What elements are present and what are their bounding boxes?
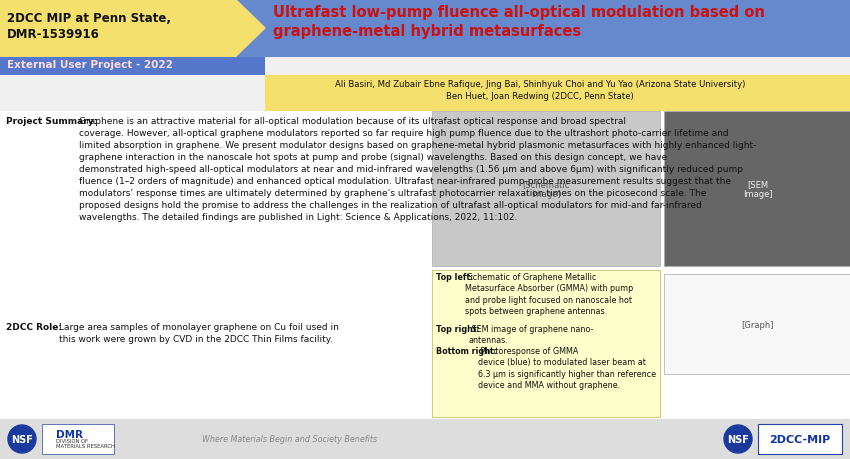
Text: 2DCC-MIP: 2DCC-MIP [769,434,830,444]
Text: NSF: NSF [727,434,749,444]
FancyBboxPatch shape [758,424,842,454]
Text: Ultrafast low-pump fluence all-optical modulation based on
graphene-metal hybrid: Ultrafast low-pump fluence all-optical m… [273,5,765,39]
FancyBboxPatch shape [664,274,850,374]
Text: Top left:: Top left: [436,272,473,281]
Text: Photoresponse of GMMA
device (blue) to modulated laser beam at
6.3 μm is signifi: Photoresponse of GMMA device (blue) to m… [478,346,656,390]
Text: [SEM
Image]: [SEM Image] [743,179,773,199]
Text: Bottom right:: Bottom right: [436,346,497,355]
FancyBboxPatch shape [42,424,114,454]
Text: [Schematic
Image]: [Schematic Image] [522,179,570,199]
Text: 2DCC MIP at Penn State,: 2DCC MIP at Penn State, [7,12,171,25]
FancyBboxPatch shape [432,270,660,417]
Text: DMR: DMR [56,429,83,439]
FancyBboxPatch shape [0,112,850,419]
Text: Schematic of Graphene Metallic
Metasurface Absorber (GMMA) with pump
and probe l: Schematic of Graphene Metallic Metasurfa… [465,272,633,316]
FancyBboxPatch shape [664,112,850,266]
Text: Graphene is an attractive material for all-optical modulation because of its ult: Graphene is an attractive material for a… [79,117,756,221]
FancyBboxPatch shape [0,58,265,76]
Circle shape [8,425,36,453]
FancyBboxPatch shape [0,419,850,459]
FancyBboxPatch shape [235,0,850,58]
Text: Where Materials Begin and Society Benefits: Where Materials Begin and Society Benefi… [202,435,377,443]
Circle shape [724,425,752,453]
Text: SEM image of graphene nano-
antennas.: SEM image of graphene nano- antennas. [469,325,593,345]
Text: External User Project - 2022: External User Project - 2022 [7,60,173,70]
Text: Project Summary:: Project Summary: [6,117,97,126]
Text: [Graph]: [Graph] [742,320,774,329]
Text: 2DCC Role:: 2DCC Role: [6,322,62,331]
Text: DIVISION OF
MATERIALS RESEARCH: DIVISION OF MATERIALS RESEARCH [56,437,115,448]
Text: Large area samples of monolayer graphene on Cu foil used in
this work were grown: Large area samples of monolayer graphene… [59,322,339,343]
Text: Ali Basiri, Md Zubair Ebne Rafique, Jing Bai, Shinhyuk Choi and Yu Yao (Arizona : Ali Basiri, Md Zubair Ebne Rafique, Jing… [335,80,745,101]
FancyBboxPatch shape [265,76,850,112]
FancyBboxPatch shape [0,0,235,58]
Text: DMR-1539916: DMR-1539916 [7,28,100,41]
Text: NSF: NSF [11,434,33,444]
Polygon shape [235,0,265,58]
Text: Top right:: Top right: [436,325,480,333]
FancyBboxPatch shape [432,112,660,266]
